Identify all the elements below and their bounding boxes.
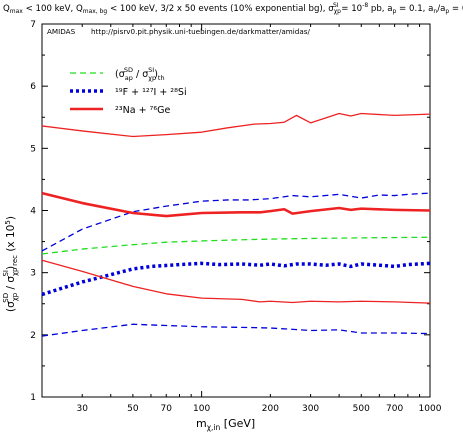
y-axis-label: (σχpSD / σχpSI)rec (x 105) bbox=[2, 216, 19, 312]
x-tick-label: 200 bbox=[262, 404, 279, 414]
legend-label-th: (σapSD / σχpSI)th bbox=[115, 66, 165, 82]
series-line-fsi_mid bbox=[41, 261, 431, 297]
y-tick-label: 1 bbox=[30, 393, 36, 403]
legend: (σapSD / σχpSI)th ¹⁹F + ¹²⁷I + ²⁸Si ²³Na… bbox=[70, 66, 187, 116]
y-tick-label: 5 bbox=[30, 144, 36, 154]
x-tick-label: 100 bbox=[193, 404, 210, 414]
plot-frame bbox=[41, 23, 431, 398]
x-tick-label: 70 bbox=[161, 404, 173, 414]
x-tick-label: 700 bbox=[386, 404, 403, 414]
y-tick-label: 2 bbox=[30, 331, 36, 341]
series-line-fsi_lower bbox=[41, 323, 431, 337]
x-tick-label: 1000 bbox=[419, 404, 442, 414]
amidas-url: http://pisrv0.pit.physik.uni-tuebingen.d… bbox=[91, 27, 310, 36]
series-line-th bbox=[41, 236, 431, 255]
series-line-nage_lower bbox=[41, 259, 431, 304]
y-tick-label: 7 bbox=[30, 20, 36, 30]
chart-header: Qmax < 100 keV, Qmax, bg < 100 keV, 3/2 … bbox=[3, 2, 463, 15]
series-line-nage_upper bbox=[41, 112, 431, 138]
x-axis-label: mχ,in [GeV] bbox=[196, 417, 255, 432]
x-tick-label: 500 bbox=[353, 404, 370, 414]
amidas-label: AMIDAS bbox=[47, 27, 76, 36]
x-tick-label: 300 bbox=[302, 404, 319, 414]
series-line-nage_mid bbox=[41, 191, 431, 218]
y-tick-label: 3 bbox=[30, 269, 36, 279]
legend-label-nage: ²³Na + ⁷⁶Ge bbox=[115, 105, 171, 116]
series-line-fsi_upper bbox=[41, 192, 431, 252]
y-tick-label: 4 bbox=[30, 207, 36, 217]
y-tick-label: 6 bbox=[30, 82, 36, 92]
x-tick-label: 50 bbox=[127, 404, 139, 414]
series-layer bbox=[41, 112, 431, 337]
legend-label-fsi: ¹⁹F + ¹²⁷I + ²⁸Si bbox=[115, 87, 187, 98]
axis-ticks: 1 2 3 4 5 6 7 30 50 70 100 200 300 500 700 1000 bbox=[30, 20, 441, 414]
x-tick-label: 30 bbox=[76, 404, 88, 414]
